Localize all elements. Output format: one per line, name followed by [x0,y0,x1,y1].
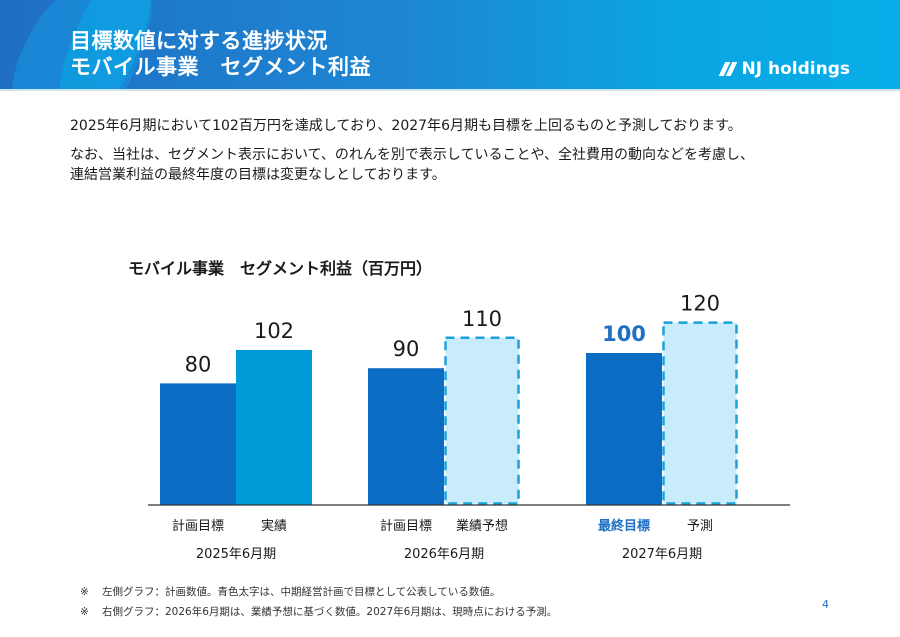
category-label: 業績予想 [456,518,508,534]
slide-title-line2: モバイル事業 セグメント利益 [70,55,371,79]
bar-最終目標 [586,353,662,505]
footnote-text: 右側グラフ：2026年6月期は、業績予想に基づく数値。2027年6月期は、現時点… [102,606,558,618]
header-divider [0,89,900,91]
slide-title-line1: 目標数値に対する進捗状況 [70,29,328,53]
bar-業績予想 [444,336,520,505]
slide-title: 目標数値に対する進捗状況 モバイル事業 セグメント利益 [70,28,371,80]
data-label: 90 [393,337,420,361]
bar-予測 [662,321,738,505]
data-label: 120 [680,292,720,316]
footnote-mark: ※ [80,586,89,598]
bar-実績 [236,349,312,505]
body-text-line3: 連結営業利益の最終年度の目標は変更なしとしております。 [70,167,446,183]
body-text-line2: なお、当社は、セグメント表示において、のれんを別で表示していることや、全社費用の… [70,147,755,163]
slide-header: 目標数値に対する進捗状況 モバイル事業 セグメント利益 NJ holdings [0,0,900,91]
logo-text: NJ holdings [741,59,850,79]
data-label: 110 [462,307,502,331]
category-label: 計画目標 [380,518,432,534]
period-label: 2025年6月期 [196,547,276,562]
body-text-line1: 2025年6月期において102百万円を達成しており、2027年6月期も目標を上回… [70,118,742,134]
category-label: 実績 [261,518,287,534]
data-label: 100 [602,322,646,346]
category-label: 計画目標 [172,518,224,534]
data-label: 102 [254,319,294,343]
chart-title: モバイル事業 セグメント利益（百万円） [128,259,433,278]
company-logo: NJ holdings [718,59,850,79]
footnote-1: ※ 左側グラフ：計画数値。青色太字は、中期経営計画で目標として公表している数値。 [80,584,500,599]
category-label: 最終目標 [598,518,650,534]
bar-計画目標 [368,368,444,505]
bar-計画目標 [160,383,236,505]
footnote-text: 左側グラフ：計画数値。青色太字は、中期経営計画で目標として公表している数値。 [102,586,501,598]
footnote-mark: ※ [80,606,89,618]
data-label: 80 [185,352,212,376]
page-number: 4 [822,598,829,611]
period-label: 2027年6月期 [622,547,702,562]
period-label: 2026年6月期 [404,547,484,562]
category-label: 予測 [687,519,713,534]
footnote-2: ※ 右側グラフ：2026年6月期は、業績予想に基づく数値。2027年6月期は、現時… [80,604,557,619]
